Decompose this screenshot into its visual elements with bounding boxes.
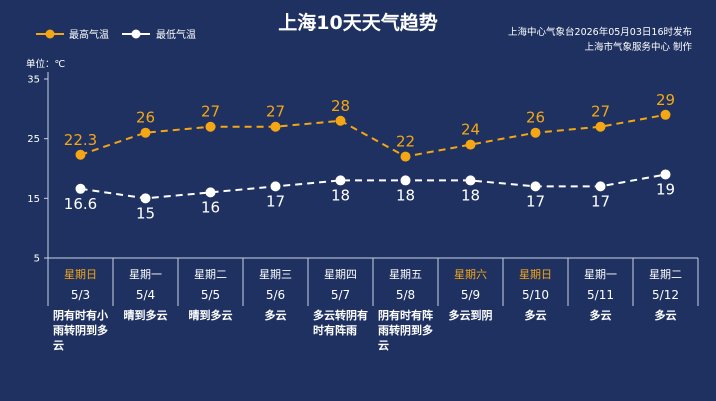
low-temp-label: 18 [331, 186, 350, 204]
weather-condition-text: 多云 [655, 308, 677, 322]
date-label: 5/5 [201, 288, 220, 302]
high-temp-label: 22 [396, 133, 415, 151]
low-temp-point [595, 181, 606, 192]
legend-high-label: 最高气温 [69, 28, 109, 41]
low-temp-label: 19 [656, 180, 675, 198]
weekday-label: 星期六 [454, 268, 487, 281]
chart-title: 上海10天天气趋势 [278, 11, 437, 34]
weather-condition-text: 雨转阴到多 [53, 323, 108, 337]
high-temp-point [75, 149, 86, 160]
weather-condition-text: 阴有时有阵 [378, 308, 433, 322]
weather-condition-text: 多云到阴 [449, 308, 493, 322]
weather-condition-text: 多云转阴有 [313, 308, 368, 322]
legend-low-marker [131, 29, 141, 39]
weekday-label: 星期五 [389, 268, 422, 281]
weather-condition-text: 时有阵雨 [313, 323, 357, 337]
y-tick-label: 35 [27, 75, 40, 86]
low-temp-point [400, 175, 411, 186]
high-temperature-series: 22.3 26 27 27 28 22 24 26 27 29 [64, 91, 675, 162]
low-temp-point [205, 187, 216, 198]
high-temp-point [270, 121, 281, 132]
date-label: 5/8 [396, 288, 415, 302]
low-temp-point [465, 175, 476, 186]
date-label: 5/12 [652, 288, 679, 302]
weather-condition-text: 云 [53, 339, 64, 352]
high-temp-label: 26 [136, 109, 155, 127]
weekday-label: 星期一 [129, 268, 162, 281]
low-temp-point [140, 193, 151, 204]
high-temp-label: 29 [656, 91, 675, 109]
date-label: 5/9 [461, 288, 480, 302]
legend: 最高气温 最低气温 [36, 28, 196, 41]
high-temp-label: 27 [591, 103, 610, 121]
high-temp-point [140, 127, 151, 138]
date-label: 5/10 [522, 288, 549, 302]
day-columns: 星期日5/3阴有时有小雨转阴到多云星期一5/4晴到多云星期二5/5晴到多云星期三… [53, 268, 682, 352]
weekday-label: 星期三 [259, 268, 292, 281]
y-tick-label: 15 [27, 194, 40, 205]
low-temp-point [335, 175, 346, 186]
low-temp-point [270, 181, 281, 192]
y-tick-label: 25 [27, 134, 40, 145]
high-temp-point [660, 109, 671, 120]
low-temp-line [80, 173, 666, 200]
low-temperature-series: 16.6 15 16 17 18 18 18 17 17 19 [64, 169, 675, 222]
day-separators [48, 257, 699, 306]
weather-condition-text: 晴到多云 [189, 308, 233, 322]
weather-condition-text: 多云 [265, 308, 287, 322]
high-temp-point [335, 115, 346, 126]
weather-condition-text: 多云 [590, 308, 612, 322]
weather-condition-text: 云 [378, 339, 389, 352]
producer-note: 上海市气象服务中心 制作 [584, 41, 692, 53]
weekday-label: 星期二 [649, 268, 682, 281]
high-temp-label: 27 [266, 103, 285, 121]
y-axis: 5 15 25 35 [27, 72, 49, 306]
weekday-label: 星期四 [324, 268, 357, 281]
weather-condition-text: 晴到多云 [124, 308, 168, 322]
low-temp-label: 16.6 [64, 195, 97, 213]
weather-condition-text: 阴有时有小 [53, 308, 108, 322]
weekday-label: 星期日 [519, 268, 552, 281]
low-temp-label: 17 [591, 192, 610, 210]
high-temp-label: 22.3 [64, 131, 97, 149]
low-temp-label: 16 [201, 198, 220, 216]
date-label: 5/6 [266, 288, 285, 302]
low-temp-label: 15 [136, 204, 155, 222]
weekday-label: 星期日 [64, 268, 97, 281]
high-temp-line [80, 113, 666, 158]
low-temp-label: 17 [526, 192, 545, 210]
low-temp-point [75, 183, 86, 194]
low-temp-label: 18 [461, 186, 480, 204]
date-label: 5/4 [136, 288, 155, 302]
low-temp-label: 18 [396, 186, 415, 204]
weather-condition-text: 雨转阴到多 [378, 323, 433, 337]
high-temp-label: 26 [526, 109, 545, 127]
high-temp-point [205, 121, 216, 132]
high-temp-point [530, 127, 541, 138]
high-temp-label: 27 [201, 103, 220, 121]
date-label: 5/7 [331, 288, 350, 302]
high-temp-label: 24 [461, 121, 480, 139]
high-temp-point [400, 151, 411, 162]
low-temp-point [660, 169, 671, 180]
weather-condition-text: 多云 [525, 308, 547, 322]
high-temp-point [465, 139, 476, 150]
publisher-note: 上海中心气象台2026年05月03日16时发布 [508, 26, 692, 38]
date-label: 5/3 [71, 288, 90, 302]
weekday-label: 星期二 [194, 268, 227, 281]
y-tick-label: 5 [34, 254, 40, 265]
low-temp-point [530, 181, 541, 192]
high-temp-point [595, 121, 606, 132]
legend-high-marker [45, 29, 55, 39]
low-temp-label: 17 [266, 192, 285, 210]
high-temp-label: 28 [331, 97, 350, 115]
weekday-label: 星期一 [584, 268, 617, 281]
unit-label: 单位：℃ [26, 58, 66, 70]
date-label: 5/11 [587, 288, 614, 302]
legend-low-label: 最低气温 [156, 28, 196, 41]
